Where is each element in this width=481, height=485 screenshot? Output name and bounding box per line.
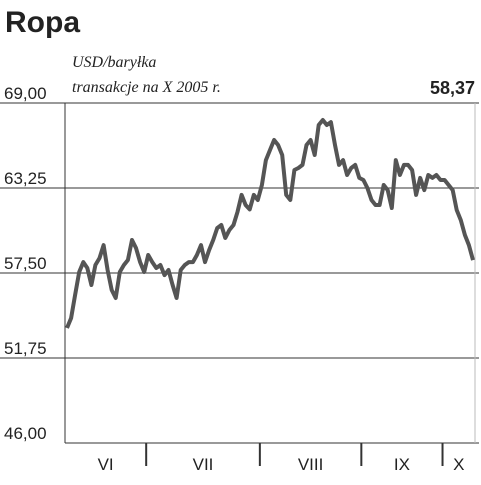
y-tick-label: 69,00 bbox=[4, 84, 47, 103]
x-tick-label: X bbox=[453, 455, 464, 474]
subtitle: transakcje na X 2005 r. bbox=[72, 79, 221, 96]
x-tick-label: VIII bbox=[298, 455, 324, 474]
chart-title: Ropa bbox=[5, 6, 80, 39]
price-line bbox=[65, 118, 475, 329]
x-tick-label: VI bbox=[98, 455, 114, 474]
subtitle: USD/baryłka bbox=[72, 54, 156, 71]
y-tick-label: 57,50 bbox=[4, 254, 47, 273]
y-tick-label: 51,75 bbox=[4, 339, 47, 358]
y-tick-label: 46,00 bbox=[4, 424, 47, 443]
x-tick-label: VII bbox=[193, 455, 214, 474]
y-tick-label: 63,25 bbox=[4, 169, 47, 188]
last-value-label: 58,37 bbox=[430, 78, 475, 98]
x-tick-label: IX bbox=[394, 455, 410, 474]
